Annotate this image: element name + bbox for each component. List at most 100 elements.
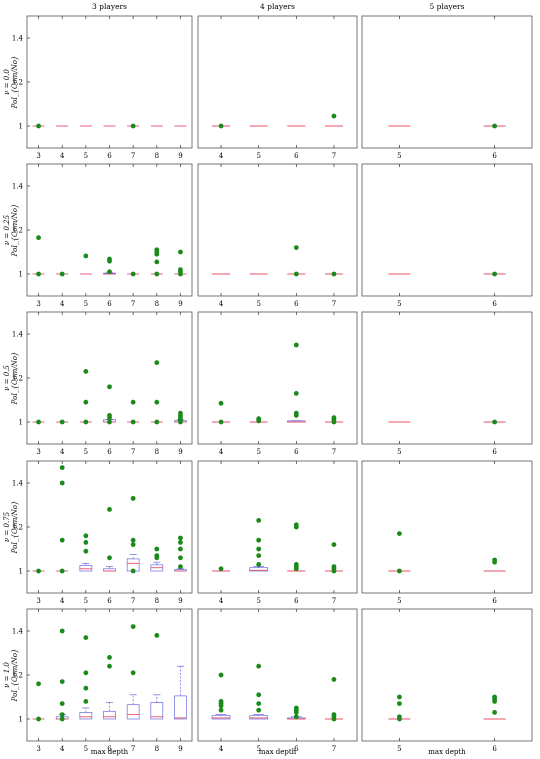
outlier-point (130, 271, 136, 277)
outlier-point (178, 564, 183, 569)
plot-frame (197, 608, 358, 742)
x-tick-label: 5 (84, 597, 88, 605)
x-tick-label: 7 (131, 300, 135, 308)
outlier-point (83, 369, 89, 374)
outlier-point (130, 624, 136, 629)
box-body (249, 715, 269, 720)
y-tick-label: 1.4 (12, 480, 24, 488)
row-nu-label: ν = 0.5 (3, 365, 11, 391)
y-tick-label: 1.2 (12, 79, 23, 87)
outlier-point (331, 415, 337, 420)
outlier-point (178, 546, 183, 552)
outlier-point (83, 548, 89, 554)
column-title: 3 players (92, 2, 127, 11)
x-tick-label: 4 (219, 745, 224, 753)
plot-frame (26, 460, 193, 594)
outlier-point (256, 701, 262, 706)
outlier-point (107, 413, 112, 418)
outlier-point (492, 123, 497, 129)
panel: 1 1.2 1.4 3 4 5 6 7 8 9 (12, 15, 193, 160)
panel: 4 5 6 7 (197, 15, 358, 160)
outlier-point (83, 399, 89, 405)
y-tick-label: 1.2 (12, 375, 23, 383)
outlier-point (59, 679, 65, 684)
outlier-point (130, 568, 136, 574)
outlier-point (397, 701, 402, 706)
panel: 4 5 6 7 (197, 311, 358, 456)
box-body (79, 565, 93, 572)
x-tick-label: 7 (332, 597, 336, 605)
outlier-point (83, 533, 89, 539)
x-tick-label: 7 (332, 448, 336, 456)
x-tick-label: 9 (178, 448, 182, 456)
box-body (174, 695, 187, 720)
x-tick-label: 5 (397, 597, 401, 605)
x-tick-label: 6 (294, 745, 299, 753)
panel: 4 5 6 7 (197, 460, 358, 605)
x-tick-label: 9 (178, 300, 182, 308)
outlier-point (256, 546, 262, 552)
outlier-point (107, 419, 112, 425)
x-tick-label: 6 (492, 745, 497, 753)
outlier-point (59, 568, 65, 574)
outlier-point (107, 555, 112, 561)
x-tick-label: 8 (155, 745, 159, 753)
outlier-point (256, 518, 262, 523)
outlier-point (331, 542, 337, 547)
x-tick-label: 9 (178, 745, 182, 753)
plot-frame (26, 608, 193, 742)
outlier-point (218, 123, 224, 129)
outlier-point (256, 553, 262, 558)
outlier-point (492, 419, 497, 425)
outlier-point (36, 681, 41, 687)
x-tick-label: 6 (107, 597, 112, 605)
box (211, 714, 231, 720)
x-tick-label: 4 (60, 300, 65, 308)
x-tick-label: 5 (256, 597, 260, 605)
outlier-point (107, 507, 112, 512)
outlier-point (492, 557, 497, 563)
x-axis-label: max depth (428, 748, 466, 756)
x-tick-label: 3 (36, 745, 40, 753)
outlier-point (492, 694, 497, 700)
outlier-point (59, 628, 65, 634)
row-label: ν = 0.25 PoI_{Com/No} (3, 204, 19, 258)
outlier-point (83, 685, 89, 691)
x-tick-label: 5 (84, 745, 88, 753)
outlier-point (256, 692, 262, 698)
x-tick-label: 4 (219, 300, 224, 308)
outlier-point (154, 546, 160, 552)
outlier-point (36, 235, 41, 241)
outlier-point (59, 480, 65, 486)
x-tick-label: 5 (256, 448, 260, 456)
outlier-point (36, 271, 41, 277)
plot-frame (26, 15, 193, 149)
outlier-point (218, 419, 224, 425)
outlier-point (59, 465, 65, 470)
outlier-point (256, 562, 262, 567)
x-tick-label: 3 (36, 300, 40, 308)
row-nu-label: ν = 0.25 (3, 214, 11, 245)
outlier-point (293, 705, 299, 711)
outlier-point (59, 537, 65, 543)
outlier-point (154, 271, 160, 277)
panel: 1 1.2 1.4 3 4 5 6 7 8 9 (12, 460, 193, 605)
y-tick-label: 1 (19, 271, 23, 279)
x-tick-label: 4 (60, 448, 65, 456)
panel: 4 5 6 7 (197, 163, 358, 308)
outlier-point (130, 496, 136, 501)
y-tick-label: 1.4 (12, 331, 24, 339)
outlier-point (256, 537, 262, 543)
y-tick-label: 1 (19, 568, 23, 576)
box (286, 420, 306, 423)
x-tick-label: 4 (219, 448, 224, 456)
outlier-point (178, 555, 183, 561)
outlier-point (218, 699, 224, 704)
outlier-point (107, 655, 112, 660)
x-tick-label: 7 (332, 745, 336, 753)
outlier-point (492, 710, 497, 715)
outlier-point (256, 707, 262, 713)
